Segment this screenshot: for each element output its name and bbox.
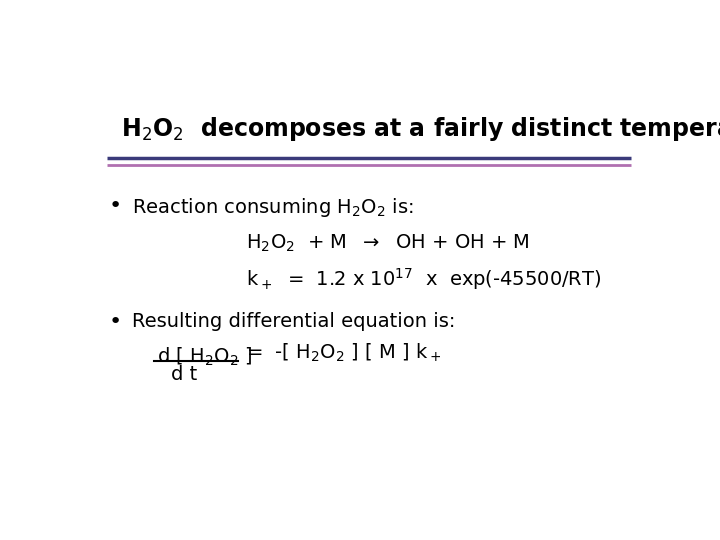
Text: H$_2$O$_2$  + M  $\rightarrow$  OH + OH + M: H$_2$O$_2$ + M $\rightarrow$ OH + OH + M [246,233,530,254]
Text: d t: d t [171,365,197,384]
Text: k$_+$  =  1.2 x 10$^{17}$  x  exp(-45500/RT): k$_+$ = 1.2 x 10$^{17}$ x exp(-45500/RT) [246,266,601,292]
Text: =  -[ H$_2$O$_2$ ] [ M ] k$_+$: = -[ H$_2$O$_2$ ] [ M ] k$_+$ [246,341,441,363]
Text: d [ H$_2$O$_2$ ]: d [ H$_2$O$_2$ ] [157,346,252,368]
Text: Reaction consuming H$_2$O$_2$ is:: Reaction consuming H$_2$O$_2$ is: [132,196,413,219]
Text: H$_2$O$_2$  decomposes at a fairly distinct temperature: H$_2$O$_2$ decomposes at a fairly distin… [121,114,720,143]
Text: Resulting differential equation is:: Resulting differential equation is: [132,312,455,331]
Text: •: • [109,196,122,216]
Text: •: • [109,312,122,332]
